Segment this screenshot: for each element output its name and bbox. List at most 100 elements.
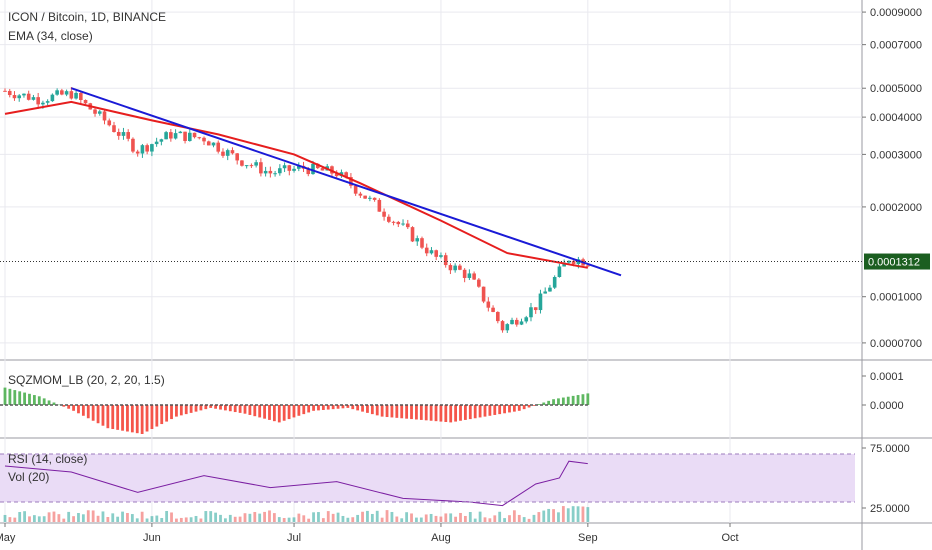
squeeze-bar (478, 405, 482, 418)
volume-bar (8, 517, 12, 522)
candle-body (126, 132, 131, 139)
rsi-legend[interactable]: RSI (14, close) (8, 452, 88, 466)
rsi-axis: 75.0000 25.0000 (0, 443, 910, 515)
volume-bar (170, 512, 173, 522)
squeeze-bar (307, 405, 311, 413)
squeeze-histogram (0, 387, 590, 434)
volume-bar (537, 512, 541, 522)
candle-body (287, 165, 292, 171)
candle-body (562, 262, 566, 267)
rsi-band (0, 454, 855, 502)
rsi-tick-label: 75.0000 (870, 443, 910, 455)
squeeze-bar (8, 388, 12, 405)
volume-bar (361, 511, 364, 522)
candle-body (306, 168, 311, 175)
volume-bar (145, 518, 149, 522)
squeeze-bar (272, 405, 276, 422)
squeeze-bar (517, 405, 521, 411)
squeeze-legend[interactable]: SQZMOM_LB (20, 2, 20, 1.5) (8, 373, 165, 387)
volume-bar (101, 511, 105, 522)
volume-bar (204, 511, 208, 522)
squeeze-bar (375, 405, 379, 416)
candle-body (69, 91, 74, 99)
squeeze-bar (238, 405, 242, 413)
candle-body (206, 141, 211, 146)
squeeze-bar (81, 405, 85, 416)
volume-bar (410, 513, 413, 522)
symbol-legend[interactable]: ICON / Bitcoin, 1D, BINANCE (8, 10, 167, 24)
volume-bar (3, 514, 7, 522)
volume-bar (184, 517, 188, 522)
volume-bar (233, 516, 237, 522)
candle-body (192, 132, 197, 138)
volume-bar (508, 515, 511, 522)
volume-legend[interactable]: Vol (20) (8, 470, 50, 484)
candle-body (7, 90, 12, 96)
candle-body (225, 150, 230, 156)
volume-bar (18, 512, 22, 522)
candle-body (64, 91, 69, 95)
volume-bar (336, 512, 340, 522)
squeeze-bar (179, 405, 183, 416)
candle-body (320, 168, 325, 171)
candle-body (102, 111, 107, 121)
candle-body (486, 301, 491, 308)
candle-body (552, 277, 557, 288)
candle-body (557, 266, 562, 278)
candle-body (410, 227, 415, 242)
candle-body (311, 163, 315, 175)
volume-bar (224, 518, 227, 522)
squeeze-bar (253, 405, 257, 417)
candle-body (448, 265, 453, 271)
squeeze-bar (542, 402, 546, 405)
volume-bar (468, 512, 472, 522)
volume-bar (317, 512, 320, 522)
volume-bar (37, 516, 41, 522)
time-tick-label: Oct (721, 532, 738, 544)
candle-body (453, 265, 457, 271)
candle-body (292, 168, 296, 171)
candle-body (97, 111, 102, 114)
volume-bar (199, 518, 203, 522)
volume-bar (346, 517, 350, 522)
squeeze-bar (101, 405, 105, 426)
candle-body (519, 321, 524, 325)
candle-body (240, 160, 244, 166)
volume-bar (400, 518, 404, 522)
volume-bar (366, 510, 369, 522)
squeeze-bar (155, 405, 159, 427)
squeeze-bar (277, 405, 281, 423)
candle-body (396, 221, 401, 225)
rsi-line (4, 460, 588, 507)
trendline[interactable] (71, 87, 622, 277)
squeeze-bar (91, 405, 95, 421)
price-tick-label: 0.0003000 (870, 149, 922, 161)
squeeze-bar (116, 405, 120, 430)
squeeze-bar (160, 405, 164, 425)
volume-bar (23, 511, 26, 522)
volume-bar (498, 511, 502, 522)
candle-body (434, 250, 439, 257)
volume-bar (253, 511, 257, 522)
candle-body (116, 132, 121, 136)
volume-bar (228, 514, 232, 522)
volume-bar (454, 516, 458, 522)
rsi-tick-label: 25.0000 (870, 503, 910, 515)
volume-bar (62, 518, 66, 522)
squeeze-bar (488, 405, 492, 416)
volume-bar (179, 517, 183, 522)
candle-body (36, 97, 40, 105)
volume-bar (77, 513, 80, 522)
volume-bar (483, 517, 487, 522)
volume-bar (449, 513, 453, 522)
squeeze-bar (444, 405, 448, 422)
squeeze-bar (228, 405, 232, 412)
candle-body (12, 95, 17, 99)
price-tick-label: 0.0005000 (870, 83, 922, 95)
squeeze-bar (498, 405, 502, 415)
volume-bar (209, 511, 213, 522)
volume-bar (522, 517, 526, 522)
ema-legend[interactable]: EMA (34, close) (8, 29, 93, 43)
candlestick-series (3, 87, 590, 333)
